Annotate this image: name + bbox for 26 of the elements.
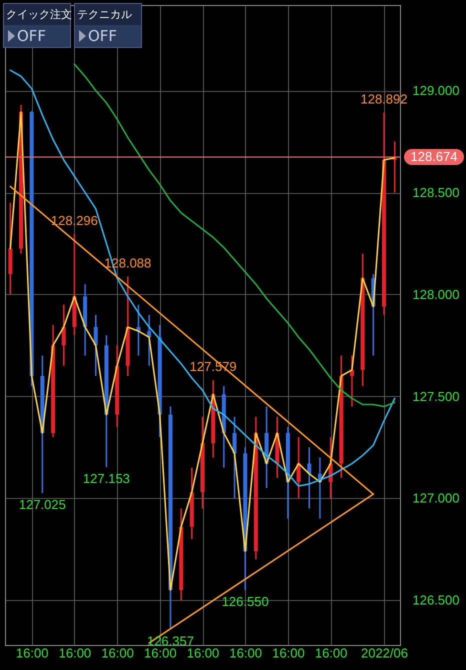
- annotation: 126.357: [146, 633, 194, 648]
- y-tick-label: 126.500: [412, 592, 460, 608]
- annotation: OFF: [17, 27, 46, 45]
- annotation: クイック注文: [4, 4, 72, 25]
- ref-line-label: 128.674: [410, 149, 458, 164]
- annotation: 127.153: [82, 471, 130, 486]
- x-tick-label: 2022/06: [360, 646, 408, 660]
- annotation: 126.550: [222, 594, 269, 609]
- x-tick-label: 16:00: [101, 646, 134, 660]
- y-tick-label: 127.000: [412, 490, 460, 506]
- annotation: 128.296: [50, 213, 98, 228]
- y-tick-label: 128.000: [412, 286, 460, 302]
- annotation: 128.892: [360, 92, 408, 107]
- x-tick-label: 16:00: [272, 646, 305, 660]
- annotation: 127.025: [18, 497, 66, 512]
- y-tick-label: 128.500: [412, 185, 460, 200]
- y-tick-label: 127.500: [412, 388, 460, 404]
- y-tick-label: 129.000: [412, 83, 460, 98]
- x-tick-label: 16:00: [186, 646, 220, 660]
- annotation: OFF: [88, 27, 118, 45]
- x-tick-label: 16:00: [58, 646, 92, 660]
- x-tick-label: 16:00: [16, 646, 48, 660]
- x-tick-label: 16:00: [229, 646, 262, 660]
- x-tick-label: 16:00: [314, 646, 348, 660]
- x-tick-label: 16:00: [144, 646, 177, 660]
- annotation: テクニカル: [75, 4, 141, 25]
